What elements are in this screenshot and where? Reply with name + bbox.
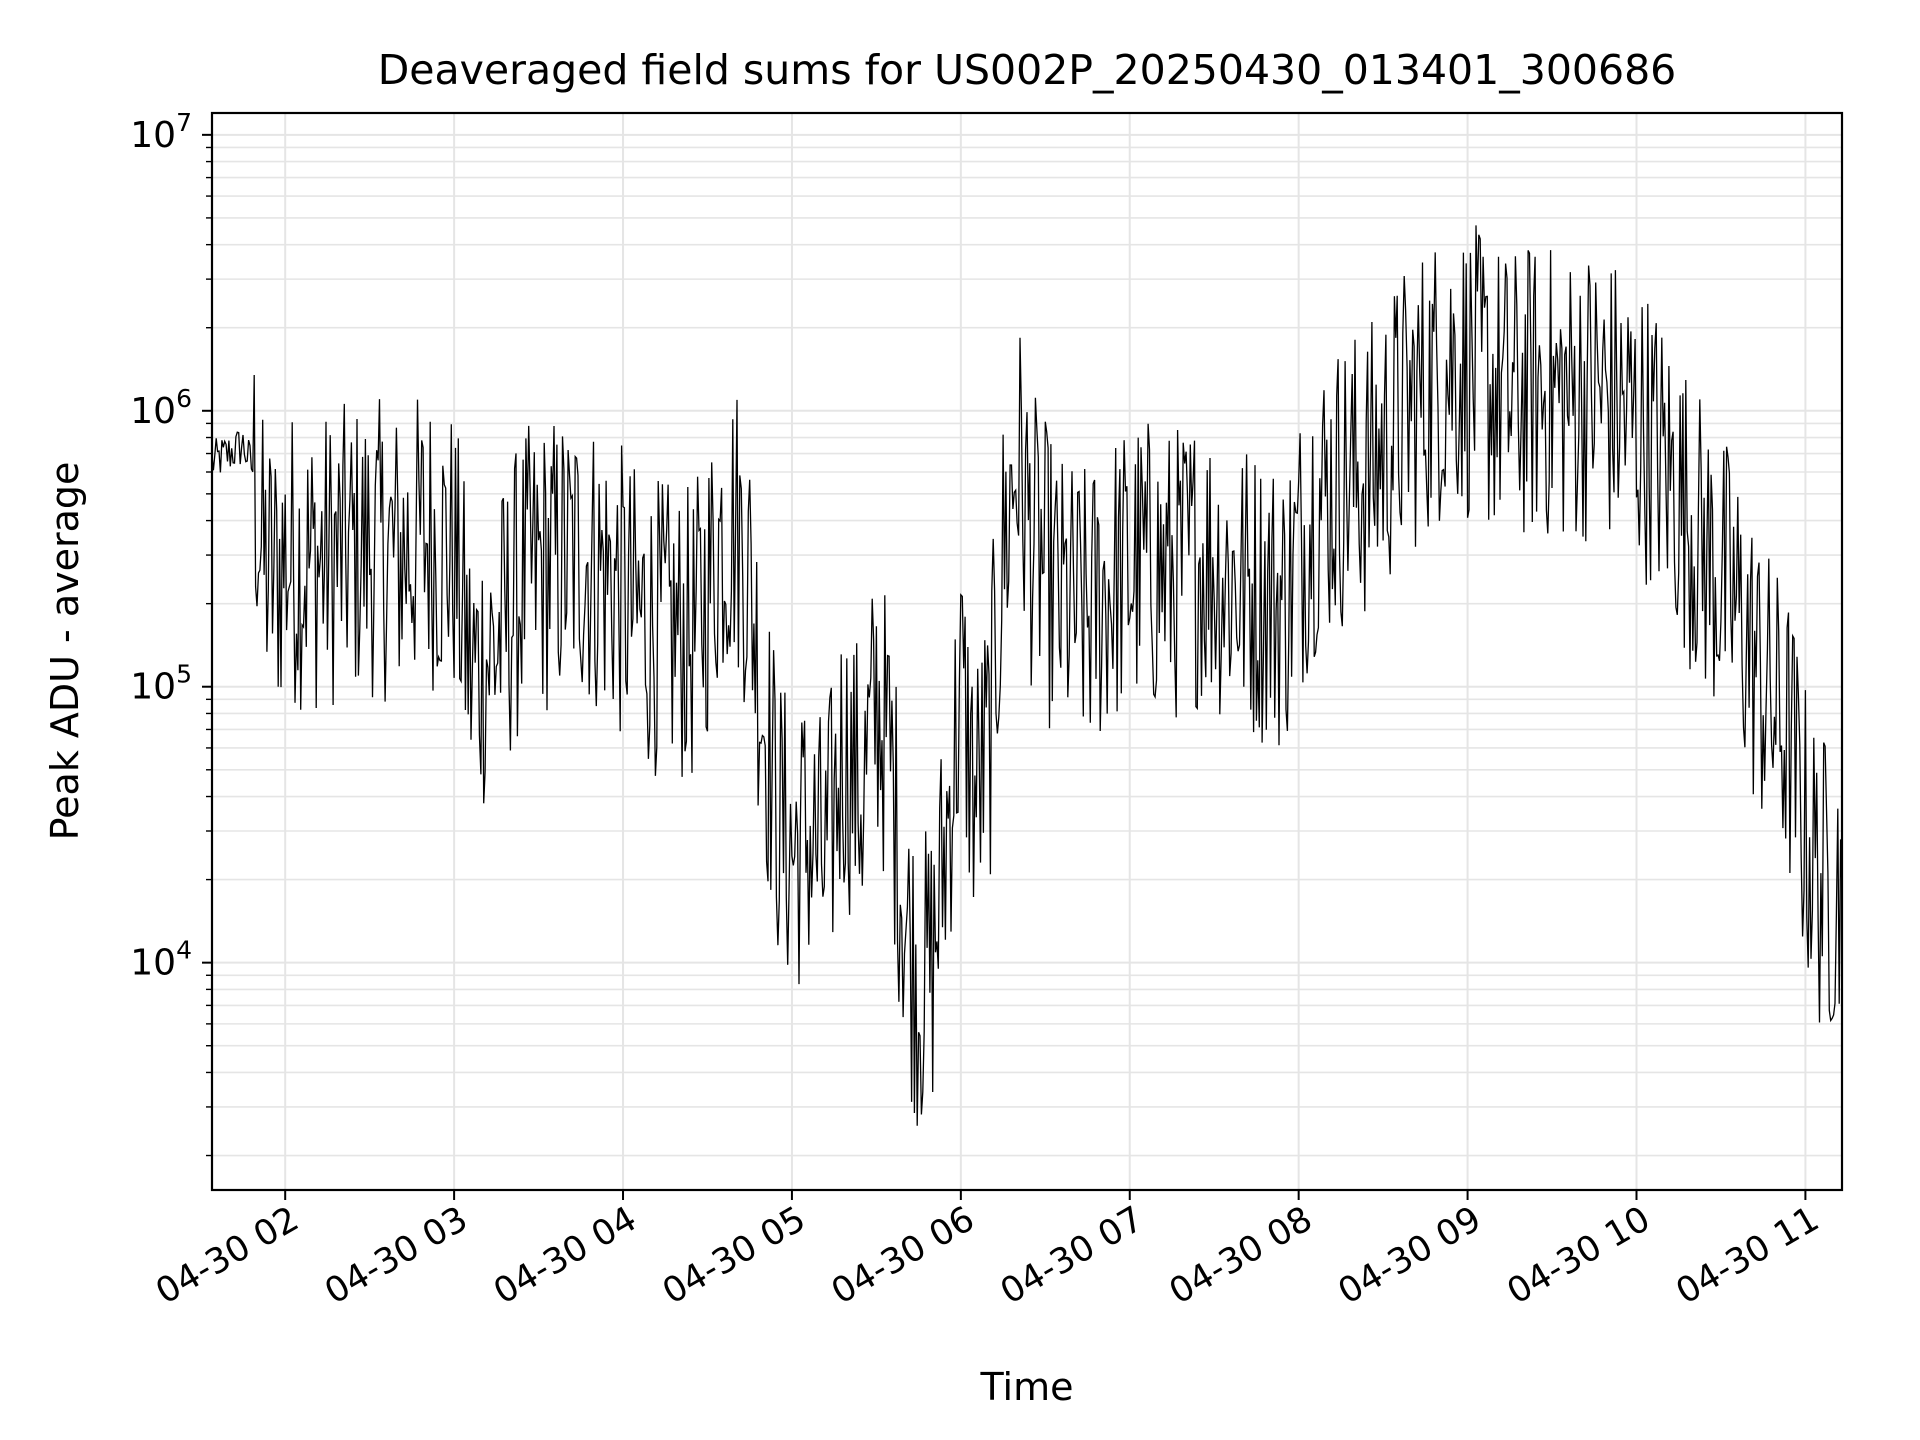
line-layer [211,225,1843,1126]
y-tick-label: 104 [130,936,192,984]
x-axis-label: Time [980,1365,1074,1409]
chart-title: Deaveraged field sums for US002P_2025043… [378,46,1677,94]
grid-layer [212,113,1842,1190]
y-tick-label: 105 [130,660,192,708]
y-tick-label: 107 [130,108,192,156]
y-tick-label: 106 [130,384,192,432]
y-axis-label: Peak ADU - average [43,462,87,841]
series-line-0 [211,225,1843,1126]
axes-frame [210,111,1844,1192]
